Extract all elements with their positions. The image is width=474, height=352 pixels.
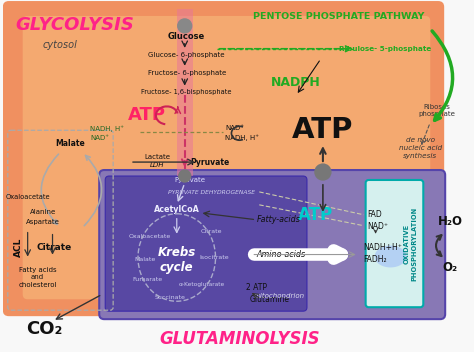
FancyArrowPatch shape <box>432 31 453 120</box>
Text: NADPH: NADPH <box>271 76 321 89</box>
Text: PYRUVATE DEHYDROGENASE: PYRUVATE DEHYDROGENASE <box>168 190 255 195</box>
Text: AcetylCoA: AcetylCoA <box>154 205 200 214</box>
Circle shape <box>179 170 191 182</box>
Text: Fructose- 1,6-bisphosphate: Fructose- 1,6-bisphosphate <box>141 89 232 95</box>
Text: Succinate: Succinate <box>155 295 185 300</box>
Text: ATP: ATP <box>292 116 354 144</box>
Text: GLUTAMINOLYSIS: GLUTAMINOLYSIS <box>159 330 319 348</box>
Text: Fatty-acids: Fatty-acids <box>257 215 301 224</box>
FancyArrowPatch shape <box>436 235 441 256</box>
Text: Glucose: Glucose <box>168 32 205 41</box>
Text: Fructose- 6-phosphate: Fructose- 6-phosphate <box>147 70 226 76</box>
Text: FAD: FAD <box>368 210 383 219</box>
Text: Aspartate: Aspartate <box>26 219 60 225</box>
Text: Pyruvate: Pyruvate <box>174 177 205 183</box>
Text: NADH+H⁺: NADH+H⁺ <box>364 243 402 252</box>
Text: H₂O: H₂O <box>438 215 463 228</box>
Text: cytosol: cytosol <box>43 40 78 50</box>
Text: Amino-acids: Amino-acids <box>256 250 306 259</box>
Text: NAD⁺: NAD⁺ <box>368 222 389 231</box>
Text: Isocitrate: Isocitrate <box>200 255 229 260</box>
Text: ATP: ATP <box>298 206 334 224</box>
Text: Ribulose- 5-phosphate: Ribulose- 5-phosphate <box>339 46 432 52</box>
Text: PENTOSE PHOSPHATE PATHWAY: PENTOSE PHOSPHATE PATHWAY <box>253 12 425 21</box>
Text: Fatty acids
and
cholesterol: Fatty acids and cholesterol <box>18 267 57 288</box>
Text: ATP: ATP <box>128 106 166 124</box>
Circle shape <box>178 19 191 33</box>
Text: LDH: LDH <box>150 162 164 168</box>
Ellipse shape <box>374 246 406 268</box>
Text: 2 ATP: 2 ATP <box>246 283 267 292</box>
FancyArrowPatch shape <box>84 156 101 226</box>
Text: de novo
nucleic acid
synthesis: de novo nucleic acid synthesis <box>399 137 442 159</box>
Text: Malate: Malate <box>55 139 85 148</box>
Text: Alanine: Alanine <box>29 209 56 215</box>
Text: ACL: ACL <box>14 238 23 257</box>
Text: Citrate: Citrate <box>37 243 72 252</box>
FancyBboxPatch shape <box>23 16 430 299</box>
Bar <box>177 9 192 176</box>
Text: FADH₂: FADH₂ <box>364 255 387 264</box>
Text: GLYCOLYSIS: GLYCOLYSIS <box>15 16 134 34</box>
Text: NADH, H⁺: NADH, H⁺ <box>226 134 259 140</box>
Text: O₂: O₂ <box>443 261 458 274</box>
Text: OXIDATIVE
PHOSPHORYLATION: OXIDATIVE PHOSPHORYLATION <box>404 207 417 281</box>
Text: NADH, H⁺: NADH, H⁺ <box>90 125 124 132</box>
Text: Malate: Malate <box>134 257 155 262</box>
Text: α-Ketoglutarate: α-Ketoglutarate <box>179 282 225 287</box>
Text: Pyruvate: Pyruvate <box>190 158 229 166</box>
Circle shape <box>315 164 331 180</box>
Text: NAD⁺: NAD⁺ <box>90 135 109 141</box>
Text: Lactate: Lactate <box>144 154 170 160</box>
FancyBboxPatch shape <box>99 170 445 319</box>
Text: Fumarate: Fumarate <box>132 277 162 282</box>
Text: Oxaloacetate: Oxaloacetate <box>129 234 171 239</box>
Text: Citrate: Citrate <box>201 229 222 234</box>
Text: NAD⁺: NAD⁺ <box>226 125 245 131</box>
Text: Riboses
phosphate: Riboses phosphate <box>419 103 456 117</box>
Text: Glutamine: Glutamine <box>249 295 289 304</box>
FancyArrowPatch shape <box>41 154 58 224</box>
Text: CO₂: CO₂ <box>27 320 63 338</box>
Text: mitochondrion: mitochondrion <box>254 293 305 299</box>
Text: Glucose- 6-phosphate: Glucose- 6-phosphate <box>148 52 225 58</box>
FancyBboxPatch shape <box>365 180 423 307</box>
Text: Krebs
cycle: Krebs cycle <box>158 245 196 274</box>
FancyBboxPatch shape <box>3 1 444 316</box>
FancyBboxPatch shape <box>105 176 307 311</box>
Text: Oxaloacetate: Oxaloacetate <box>5 194 50 200</box>
